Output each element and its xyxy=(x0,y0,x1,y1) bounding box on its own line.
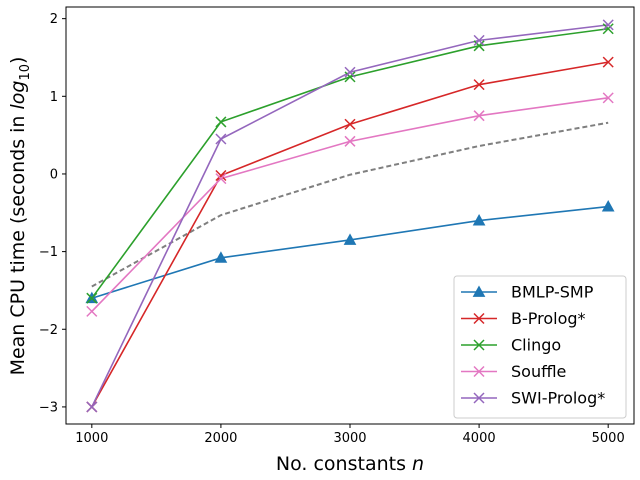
legend-box xyxy=(453,275,627,419)
reference-dashed-line xyxy=(91,121,609,288)
data-point-swi-prolog xyxy=(86,401,98,413)
y-tick-label: −2 xyxy=(39,323,58,338)
data-point-clingo xyxy=(215,116,227,128)
data-point-swi-prolog xyxy=(215,133,227,145)
data-point-b-prolog xyxy=(602,56,614,68)
data-point-clingo xyxy=(602,23,614,35)
data-point-clingo xyxy=(344,71,356,83)
data-point-clingo xyxy=(86,292,98,304)
x-axis-label: No. constants n xyxy=(276,453,424,475)
data-point-souffle xyxy=(215,173,227,185)
legend-marker-souffle xyxy=(473,365,485,378)
data-point-b-prolog xyxy=(344,118,356,130)
legend-label-souffle: Souffle xyxy=(511,362,566,381)
x-axis-ticks: 1000 2000 3000 4000 5000 xyxy=(75,424,625,446)
legend: BMLP-SMP B-Prolog* Clingo Souffle SWI-Prolog… xyxy=(453,275,627,419)
legend-label-bmlp-smp: BMLP-SMP xyxy=(511,283,594,302)
legend-marker-clingo xyxy=(473,339,485,351)
x-tick-label: 3000 xyxy=(333,431,366,446)
y-tick-label: −1 xyxy=(39,245,58,260)
legend-label-swi-prolog: SWI-Prolog* xyxy=(511,389,605,408)
legend-marker-b-prolog xyxy=(473,312,485,325)
data-point-souffle xyxy=(602,92,614,104)
x-tick-label: 4000 xyxy=(463,431,496,446)
x-tick-label: 2000 xyxy=(204,431,237,446)
y-tick-label: 0 xyxy=(50,167,58,182)
y-axis-ticks: −3 −2 −1 0 1 2 xyxy=(39,12,66,415)
data-point-b-prolog xyxy=(473,79,485,91)
data-point-swi-prolog xyxy=(602,19,614,31)
y-axis-label: Mean CPU time (seconds in log10) xyxy=(7,57,33,376)
series-markers xyxy=(85,19,615,413)
data-point-bmlp-smp xyxy=(601,200,615,212)
data-point-clingo xyxy=(473,40,485,52)
x-tick-label: 5000 xyxy=(592,431,625,446)
legend-label-clingo: Clingo xyxy=(511,336,561,355)
data-point-swi-prolog xyxy=(344,66,356,78)
data-point-bmlp-smp xyxy=(343,233,357,245)
data-point-b-prolog xyxy=(215,169,227,182)
data-point-souffle xyxy=(86,305,98,317)
y-tick-label: −3 xyxy=(39,400,58,415)
data-point-souffle xyxy=(344,135,356,147)
data-point-swi-prolog xyxy=(473,34,485,46)
legend-marker-bmlp-smp xyxy=(472,285,486,297)
x-tick-label: 1000 xyxy=(75,431,108,446)
legend-marker-swi-prolog xyxy=(473,392,485,404)
y-tick-label: 2 xyxy=(50,12,58,27)
data-point-souffle xyxy=(473,110,485,122)
y-tick-label: 1 xyxy=(50,90,58,105)
data-point-bmlp-smp xyxy=(472,214,486,226)
legend-label-b-prolog: B-Prolog* xyxy=(511,309,586,328)
data-point-bmlp-smp xyxy=(214,251,228,263)
